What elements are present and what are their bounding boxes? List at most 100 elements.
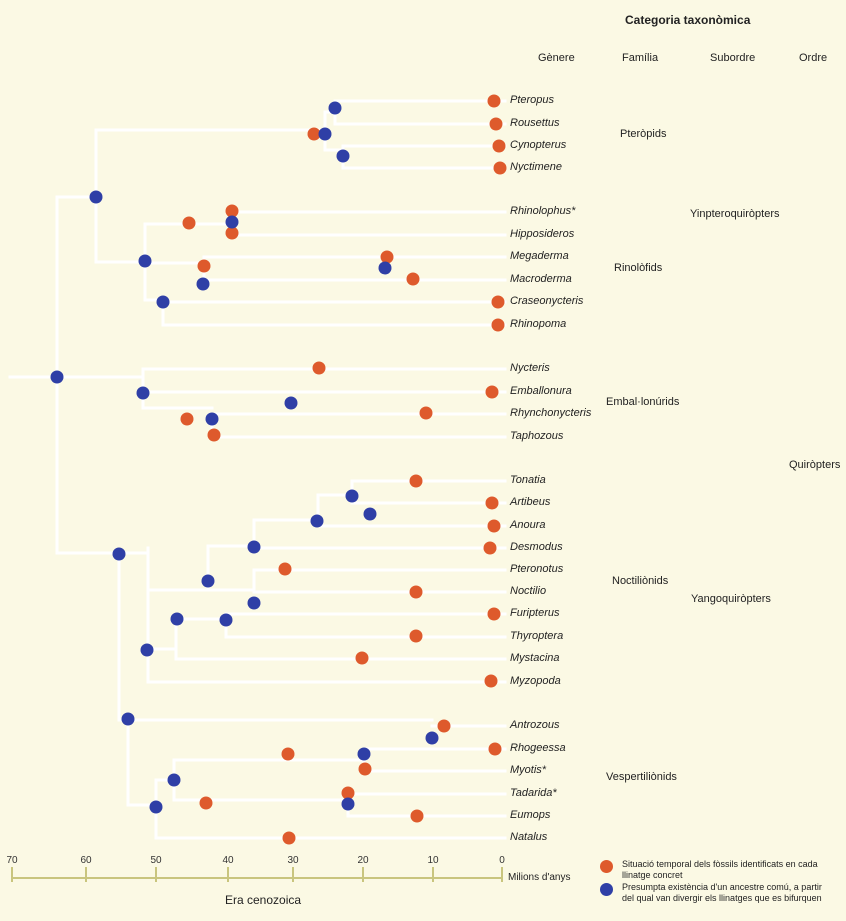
fossil-dot — [437, 719, 451, 733]
fossil-dot — [483, 541, 497, 555]
taxonomic-category-title: Categoria taxonòmica — [625, 13, 751, 27]
fossil-dot — [197, 259, 211, 273]
genus-label: Rhynchonycteris — [510, 407, 592, 419]
ancestor-dot — [89, 190, 103, 204]
era-label: Era cenozoica — [225, 893, 302, 907]
fossil-dot — [409, 585, 423, 599]
genus-label: Eumops — [510, 809, 551, 821]
ancestor-dot — [341, 797, 355, 811]
ancestor-dot — [140, 643, 154, 657]
ancestor-dot — [149, 800, 163, 814]
family-label-pteropodidae: Pteròpids — [620, 128, 667, 140]
fossil-dot — [410, 809, 424, 823]
ancestor-dot — [112, 547, 126, 561]
column-header-family: Família — [622, 52, 659, 64]
ancestor-dot — [336, 149, 350, 163]
genus-label: Thyroptera — [510, 630, 564, 642]
fossil-dot — [225, 204, 239, 218]
ancestor-dot — [167, 773, 181, 787]
genus-label: Rhinolophus* — [510, 205, 576, 217]
genus-label: Noctilio — [510, 585, 547, 597]
ancestor-dot — [136, 386, 150, 400]
fossil-dot — [278, 562, 292, 576]
suborder-label-yangochiroptera: Yangoquiròpters — [691, 593, 771, 605]
ancestor-dot — [225, 215, 239, 229]
genus-label: Nyctimene — [510, 161, 562, 173]
fossil-dot — [488, 742, 502, 756]
fossil-dot — [406, 272, 420, 286]
family-label-vespertilionidae: Vespertiliònids — [606, 771, 677, 783]
fossil-dot — [485, 385, 499, 399]
column-header-genus: Gènere — [538, 52, 575, 64]
genus-label: Antrozous — [510, 719, 560, 731]
time-axis-tick-label: 0 — [499, 855, 505, 866]
column-header-order: Ordre — [799, 52, 828, 64]
order-label-chiroptera: Quiròpters — [789, 459, 841, 471]
genus-label: Cynopterus — [510, 139, 567, 151]
fossil-dot — [487, 607, 501, 621]
ancestor-dot — [310, 514, 324, 528]
fossil-dot — [307, 127, 321, 141]
fossil-dot — [282, 831, 296, 845]
family-label-emballonuridae: Embal·lonúrids — [606, 396, 680, 408]
legend-ancestor-dot — [600, 883, 613, 896]
ancestor-dot — [170, 612, 184, 626]
fossil-dot — [180, 412, 194, 426]
genus-label: Tadarida* — [510, 787, 557, 799]
legend-fossil-dot — [600, 860, 613, 873]
genus-label: Tonatia — [510, 474, 546, 486]
fossil-dot — [341, 786, 355, 800]
ancestor-dot — [247, 596, 261, 610]
time-axis-tick-label: 60 — [80, 855, 92, 866]
legend-fossil-text: Situació temporal dels fòssils identific… — [622, 859, 818, 880]
fossil-dot — [207, 428, 221, 442]
genus-label: Artibeus — [510, 496, 551, 508]
fossil-dot — [491, 295, 505, 309]
fossil-dot — [484, 674, 498, 688]
fossil-dot — [487, 94, 501, 108]
ancestor-dot — [357, 747, 371, 761]
ancestor-dot — [156, 295, 170, 309]
suborder-label-yinpterochiroptera: Yinpteroquiròpters — [690, 208, 780, 220]
ancestor-dot — [121, 712, 135, 726]
fossil-dot — [281, 747, 295, 761]
genus-label: Rhogeessa — [510, 742, 566, 754]
time-axis-tick-label: 40 — [222, 855, 234, 866]
genus-label: Natalus — [510, 831, 548, 843]
genus-label: Emballonura — [510, 385, 572, 397]
fossil-dot — [489, 117, 503, 131]
time-axis-tick-label: 70 — [6, 855, 18, 866]
genus-label: Pteropus — [510, 94, 555, 106]
genus-label: Taphozous — [510, 430, 564, 442]
ancestor-dot — [219, 613, 233, 627]
time-axis-tick-label: 20 — [357, 855, 369, 866]
fossil-dot — [380, 250, 394, 264]
genus-label: Anoura — [510, 519, 546, 531]
fossil-dot — [493, 161, 507, 175]
fossil-dot — [199, 796, 213, 810]
genus-label: Megaderma — [510, 250, 569, 262]
fossil-dot — [487, 519, 501, 533]
genus-label: Myzopoda — [510, 675, 561, 687]
ancestor-dot — [50, 370, 64, 384]
fossil-dot — [358, 762, 372, 776]
ancestor-dot — [328, 101, 342, 115]
time-axis-tick-label: 50 — [150, 855, 162, 866]
ancestor-dot — [247, 540, 261, 554]
fossil-dot — [419, 406, 433, 420]
fossil-dot — [492, 139, 506, 153]
genus-label: Furipterus — [510, 607, 560, 619]
legend-ancestor-text: Presumpta existència d'un ancestre comú,… — [622, 882, 822, 903]
ancestor-dot — [425, 731, 439, 745]
fossil-dot — [225, 226, 239, 240]
genus-label: Craseonycteris — [510, 295, 584, 307]
genus-label: Rhinopoma — [510, 318, 567, 330]
column-header-suborder: Subordre — [710, 52, 756, 64]
ancestor-dot — [378, 261, 392, 275]
fossil-dot — [312, 361, 326, 375]
ancestor-dot — [345, 489, 359, 503]
fossil-dot — [182, 216, 196, 230]
ancestor-dot — [284, 396, 298, 410]
family-label-rhinolophidae: Rinolòfids — [614, 262, 663, 274]
